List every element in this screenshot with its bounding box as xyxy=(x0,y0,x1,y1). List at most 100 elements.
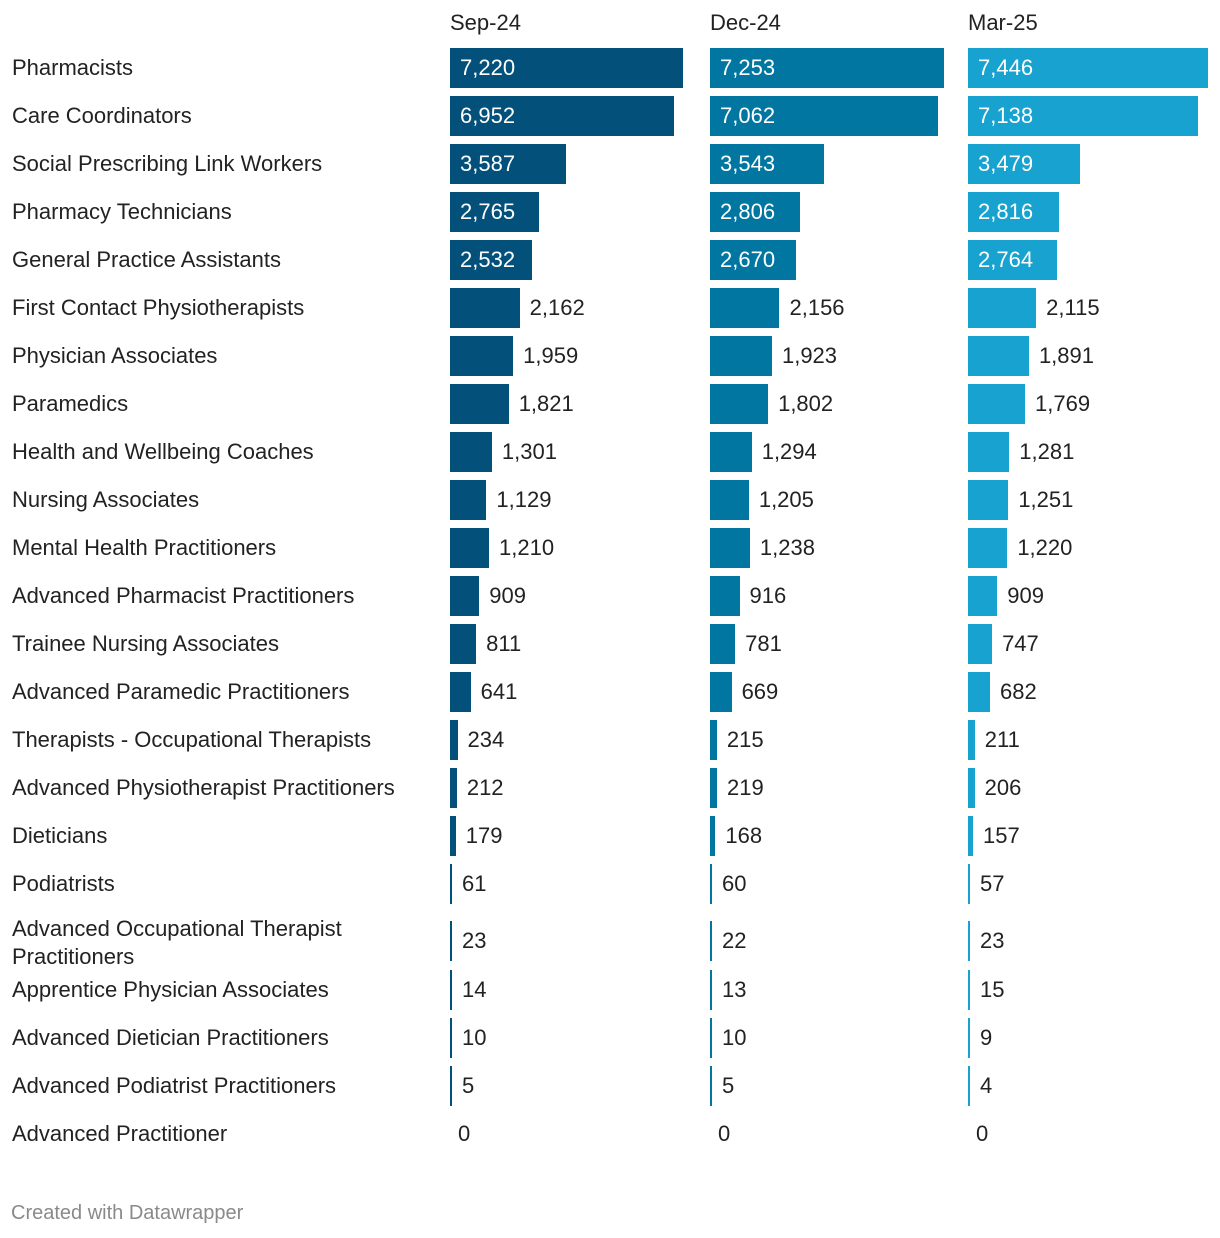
value-label: 5 xyxy=(722,1073,735,1098)
bar xyxy=(450,768,457,808)
value-label: 1,802 xyxy=(778,391,834,416)
value-label: 2,764 xyxy=(978,247,1034,272)
bar xyxy=(968,576,998,616)
category-label: Apprentice Physician Associates xyxy=(12,977,329,1002)
bar xyxy=(710,768,718,808)
value-label: 1,769 xyxy=(1035,391,1091,416)
bar xyxy=(450,288,520,328)
value-label: 7,220 xyxy=(460,55,516,80)
value-label: 2,162 xyxy=(529,295,585,320)
category-label: Trainee Nursing Associates xyxy=(12,631,279,656)
datawrapper-credit: Created with Datawrapper xyxy=(11,1202,244,1224)
category-label: Advanced Dietician Practitioners xyxy=(12,1025,329,1050)
bar xyxy=(710,240,797,280)
bar xyxy=(450,672,471,712)
bar xyxy=(710,528,750,568)
bar xyxy=(710,288,780,328)
value-label: 811 xyxy=(486,631,522,656)
value-label: 23 xyxy=(980,928,1005,953)
value-label: 1,210 xyxy=(499,535,555,560)
bar xyxy=(968,720,975,760)
category-label: Care Coordinators xyxy=(12,103,192,128)
value-label: 157 xyxy=(983,823,1020,848)
value-label: 4 xyxy=(980,1073,993,1098)
bar xyxy=(968,528,1008,568)
value-label: 1,301 xyxy=(501,439,557,464)
bar xyxy=(450,528,489,568)
bar xyxy=(968,1066,970,1106)
bar xyxy=(450,921,452,961)
value-label: 179 xyxy=(465,823,503,848)
bar xyxy=(450,864,452,904)
value-label: 916 xyxy=(749,583,787,608)
bar xyxy=(450,576,480,616)
category-label: Mental Health Practitioners xyxy=(12,535,277,560)
bar xyxy=(968,816,974,856)
value-label: 10 xyxy=(462,1025,487,1050)
value-label: 60 xyxy=(722,871,747,896)
value-label: 1,238 xyxy=(759,535,815,560)
bar xyxy=(968,864,970,904)
category-label: Health and Wellbeing Coaches xyxy=(12,439,314,464)
bar xyxy=(710,336,772,376)
value-label: 641 xyxy=(480,679,518,704)
bar xyxy=(968,432,1010,472)
category-label: First Contact Physiotherapists xyxy=(12,295,305,320)
value-label: 211 xyxy=(984,727,1020,752)
value-label: 1,129 xyxy=(496,487,552,512)
value-label: 2,816 xyxy=(978,199,1034,224)
bar xyxy=(968,144,1081,184)
value-label: 2,532 xyxy=(460,247,516,272)
bar xyxy=(710,816,716,856)
bar xyxy=(450,970,452,1010)
bar xyxy=(968,384,1026,424)
value-label: 1,220 xyxy=(1017,535,1073,560)
value-label: 0 xyxy=(976,1121,989,1146)
bar xyxy=(968,288,1037,328)
bar xyxy=(968,672,990,712)
value-label: 215 xyxy=(726,727,764,752)
column-header: Mar-25 xyxy=(968,10,1038,35)
column-header: Sep-24 xyxy=(450,10,521,35)
value-label: 1,959 xyxy=(523,343,579,368)
value-label: 168 xyxy=(725,823,763,848)
bar xyxy=(710,144,825,184)
category-label: Advanced Occupational Therapist Practiti… xyxy=(12,916,342,969)
value-label: 2,156 xyxy=(789,295,845,320)
bar xyxy=(450,624,477,664)
bar xyxy=(710,432,752,472)
bar xyxy=(968,921,970,961)
bar xyxy=(968,48,1208,88)
bar xyxy=(710,192,801,232)
value-label: 3,479 xyxy=(978,151,1034,176)
bar xyxy=(450,1018,452,1058)
bar xyxy=(968,96,1199,136)
value-label: 14 xyxy=(462,977,487,1002)
value-label: 219 xyxy=(727,775,764,800)
bar xyxy=(710,96,938,136)
bar xyxy=(710,624,736,664)
bar xyxy=(710,48,944,88)
category-label: Advanced Physiotherapist Practitioners xyxy=(12,775,395,800)
bar xyxy=(710,921,712,961)
category-label: Pharmacists xyxy=(12,55,134,80)
value-label: 9 xyxy=(980,1025,993,1050)
bar xyxy=(450,144,566,184)
category-label: Physician Associates xyxy=(12,343,218,368)
bar xyxy=(710,970,712,1010)
bar xyxy=(968,192,1059,232)
bar xyxy=(450,1066,452,1106)
bar xyxy=(450,192,540,232)
category-label: Pharmacy Technicians xyxy=(12,199,232,224)
value-label: 909 xyxy=(489,583,527,608)
value-label: 7,062 xyxy=(720,103,776,128)
bar xyxy=(450,720,458,760)
column-header: Dec-24 xyxy=(710,10,781,35)
bar xyxy=(710,384,769,424)
value-label: 2,115 xyxy=(1046,295,1100,320)
value-label: 10 xyxy=(722,1025,747,1050)
category-label: Advanced Paramedic Practitioners xyxy=(12,679,350,704)
value-label: 0 xyxy=(718,1121,731,1146)
value-label: 1,251 xyxy=(1018,487,1074,512)
